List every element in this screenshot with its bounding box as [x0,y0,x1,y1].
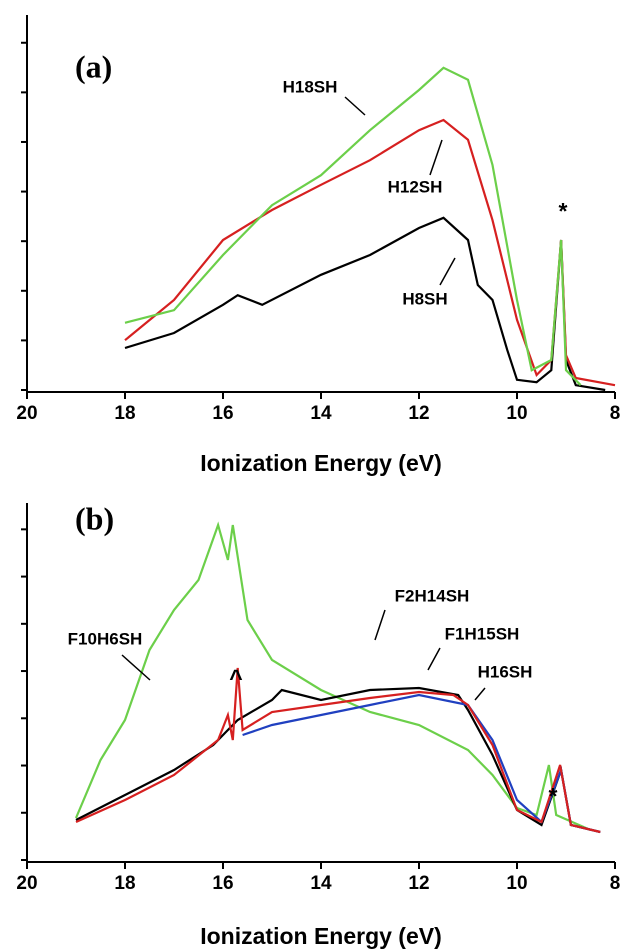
series-label: F2H14SH [395,586,470,605]
label-leader [429,139,443,176]
label-leader [474,687,486,701]
x-tick-label: 18 [114,403,135,424]
series-line [124,118,616,387]
x-axis-label: Ionization Energy (eV) [200,450,442,476]
series-label: H16SH [478,662,533,681]
series-label: F1H15SH [445,624,520,643]
series-label: H18SH [283,77,338,96]
panel-label: (b) [75,500,114,536]
series-label: F10H6SH [68,629,143,648]
panel-label: (a) [75,48,112,84]
x-tick-label: 20 [16,403,37,424]
label-leader [374,609,386,641]
x-tick-label: 12 [408,873,429,894]
x-tick-label: 12 [408,403,429,424]
series-label: H12SH [388,177,443,196]
label-leader [121,654,151,681]
x-tick-label: 8 [610,873,621,894]
annotation: * [559,198,568,224]
annotation: ^ [229,665,242,691]
annotation: * [549,783,558,809]
x-tick-label: 16 [212,403,233,424]
series-line [124,66,582,386]
x-tick-label: 8 [610,403,621,424]
label-leader [439,257,456,286]
x-tick-label: 16 [212,873,233,894]
x-tick-label: 14 [310,403,332,424]
series-line [75,667,601,834]
label-leader [344,96,366,116]
series-label: H8SH [402,289,447,308]
x-tick-label: 14 [310,873,332,894]
x-tick-label: 10 [506,403,527,424]
label-leader [427,647,441,671]
x-tick-label: 18 [114,873,135,894]
x-tick-label: 10 [506,873,527,894]
x-tick-label: 20 [16,873,37,894]
x-axis-label: Ionization Energy (eV) [200,923,442,949]
series-line [242,693,601,834]
